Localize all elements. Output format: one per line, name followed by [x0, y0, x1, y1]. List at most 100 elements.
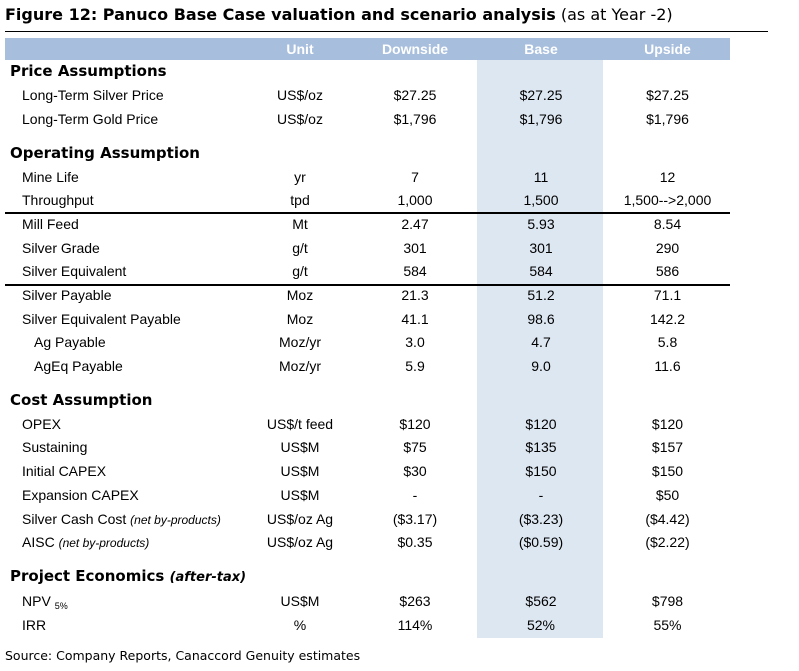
- row-base: 9.0: [531, 358, 551, 374]
- table-header: Unit Downside Base Upside: [5, 38, 730, 60]
- section-cost-title: Cost Assumption: [10, 391, 153, 409]
- row-base: ($0.59): [518, 534, 564, 550]
- row-label-subscript: 5%: [54, 601, 68, 611]
- row-label-group: AISC (net by-products): [22, 531, 149, 554]
- row-label-note: (net by-products): [58, 536, 150, 550]
- row-upside: $120: [651, 416, 684, 432]
- row-upside: 1,500-->2,000: [623, 192, 712, 208]
- header-upside: Upside: [644, 41, 691, 57]
- row-base: 52%: [526, 617, 556, 633]
- row-upside: 8.54: [653, 216, 682, 232]
- table-row: IRR % 114% 52% 55%: [5, 614, 730, 637]
- row-label: Silver Grade: [22, 240, 100, 256]
- row-downside: 21.3: [401, 287, 429, 303]
- row-base: $27.25: [519, 87, 563, 103]
- row-downside: 2.47: [401, 216, 429, 232]
- row-label: Mine Life: [22, 169, 79, 185]
- row-label: Expansion CAPEX: [22, 487, 139, 503]
- row-label: Sustaining: [22, 439, 88, 455]
- row-label: Ag Payable: [34, 334, 106, 350]
- table-row: Mine Life yr 7 11 12: [5, 166, 730, 189]
- row-unit: Moz: [286, 287, 314, 303]
- row-upside: $157: [651, 439, 684, 455]
- base-column-highlight: [477, 38, 603, 638]
- row-downside: 7: [411, 169, 419, 185]
- section-operating-title: Operating Assumption: [10, 144, 200, 162]
- table-row: OPEX US$/t feed $120 $120 $120: [5, 413, 730, 436]
- row-label: AgEq Payable: [34, 358, 123, 374]
- row-base: 51.2: [527, 287, 555, 303]
- row-base: ($3.23): [518, 511, 564, 527]
- table-row: Silver Grade g/t 301 301 290: [5, 237, 730, 260]
- row-unit: US$/oz: [277, 111, 323, 127]
- row-label: Long-Term Gold Price: [22, 111, 159, 127]
- figure-title-suffix: (as at Year -2): [555, 5, 673, 24]
- figure-title-main: Figure 12: Panuco Base Case valuation an…: [5, 5, 556, 24]
- section-economics-label: Project Economics: [10, 567, 165, 585]
- row-downside: $120: [399, 416, 431, 432]
- row-downside: 1,000: [397, 192, 433, 208]
- title-rule: [5, 31, 768, 32]
- row-base: 5.93: [527, 216, 555, 232]
- row-upside: $27.25: [646, 87, 689, 103]
- row-base: $135: [525, 439, 557, 455]
- row-upside: $50: [655, 487, 680, 503]
- table-row: AgEq Payable Moz/yr 5.9 9.0 11.6: [5, 355, 730, 378]
- row-downside: 5.9: [405, 358, 425, 374]
- row-unit: US$/oz: [277, 87, 323, 103]
- row-downside: 41.1: [401, 311, 429, 327]
- row-label: Throughput: [22, 192, 94, 208]
- row-label: Long-Term Silver Price: [22, 87, 164, 103]
- row-base: -: [538, 487, 544, 503]
- table-row: Ag Payable Moz/yr 3.0 4.7 5.8: [5, 331, 730, 354]
- row-upside: 5.8: [657, 334, 678, 350]
- row-upside: ($2.22): [645, 534, 690, 550]
- row-unit: Moz/yr: [279, 334, 321, 350]
- row-upside: $150: [651, 463, 684, 479]
- table-row: Silver Equivalent g/t 584 584 586: [5, 260, 730, 283]
- table-row: AISC (net by-products) US$/oz Ag $0.35 (…: [5, 531, 730, 554]
- row-unit: Moz: [286, 311, 314, 327]
- row-base: $562: [525, 593, 557, 609]
- row-unit: yr: [294, 169, 306, 185]
- row-label: Initial CAPEX: [22, 463, 107, 479]
- table-row: NPV 5% US$M $263 $562 $798: [5, 590, 730, 613]
- row-divider: [5, 212, 730, 214]
- source-note: Source: Company Reports, Canaccord Genui…: [5, 648, 361, 663]
- section-economics-note: (after-tax): [169, 570, 247, 585]
- row-label-group: Silver Cash Cost (net by-products): [22, 508, 221, 531]
- row-label: IRR: [22, 617, 47, 633]
- table-row: Long-Term Silver Price US$/oz $27.25 $27…: [5, 84, 730, 107]
- row-base: $120: [525, 416, 557, 432]
- row-downside: $27.25: [393, 87, 437, 103]
- row-base: 584: [529, 263, 553, 279]
- table-row: Mill Feed Mt 2.47 5.93 8.54: [5, 213, 730, 236]
- row-label: OPEX: [22, 416, 61, 432]
- row-label: Silver Cash Cost: [22, 511, 127, 527]
- row-upside: 290: [655, 240, 680, 256]
- row-downside: $75: [403, 439, 427, 455]
- table-row: Silver Cash Cost (net by-products) US$/o…: [5, 508, 730, 531]
- row-unit: g/t: [292, 263, 308, 279]
- row-downside: 114%: [397, 617, 433, 633]
- row-unit: US$M: [280, 593, 320, 609]
- row-unit: tpd: [290, 192, 310, 208]
- row-label: NPV: [22, 593, 51, 609]
- row-base: 301: [529, 240, 553, 256]
- row-upside: $798: [651, 593, 684, 609]
- table-row: Long-Term Gold Price US$/oz $1,796 $1,79…: [5, 108, 730, 131]
- row-unit: US$/t feed: [266, 416, 334, 432]
- table-row: Expansion CAPEX US$M - - $50: [5, 484, 730, 507]
- row-divider: [5, 284, 730, 286]
- row-upside: 586: [655, 263, 680, 279]
- row-base: $1,796: [519, 111, 563, 127]
- row-label: Silver Payable: [22, 287, 112, 303]
- row-unit: g/t: [292, 240, 308, 256]
- header-downside: Downside: [381, 41, 449, 57]
- table-row: Silver Equivalent Payable Moz 41.1 98.6 …: [5, 308, 730, 331]
- row-upside: 71.1: [653, 287, 682, 303]
- row-base: 11: [533, 169, 549, 185]
- row-label-group: NPV 5%: [22, 590, 68, 613]
- row-upside: 55%: [653, 617, 682, 633]
